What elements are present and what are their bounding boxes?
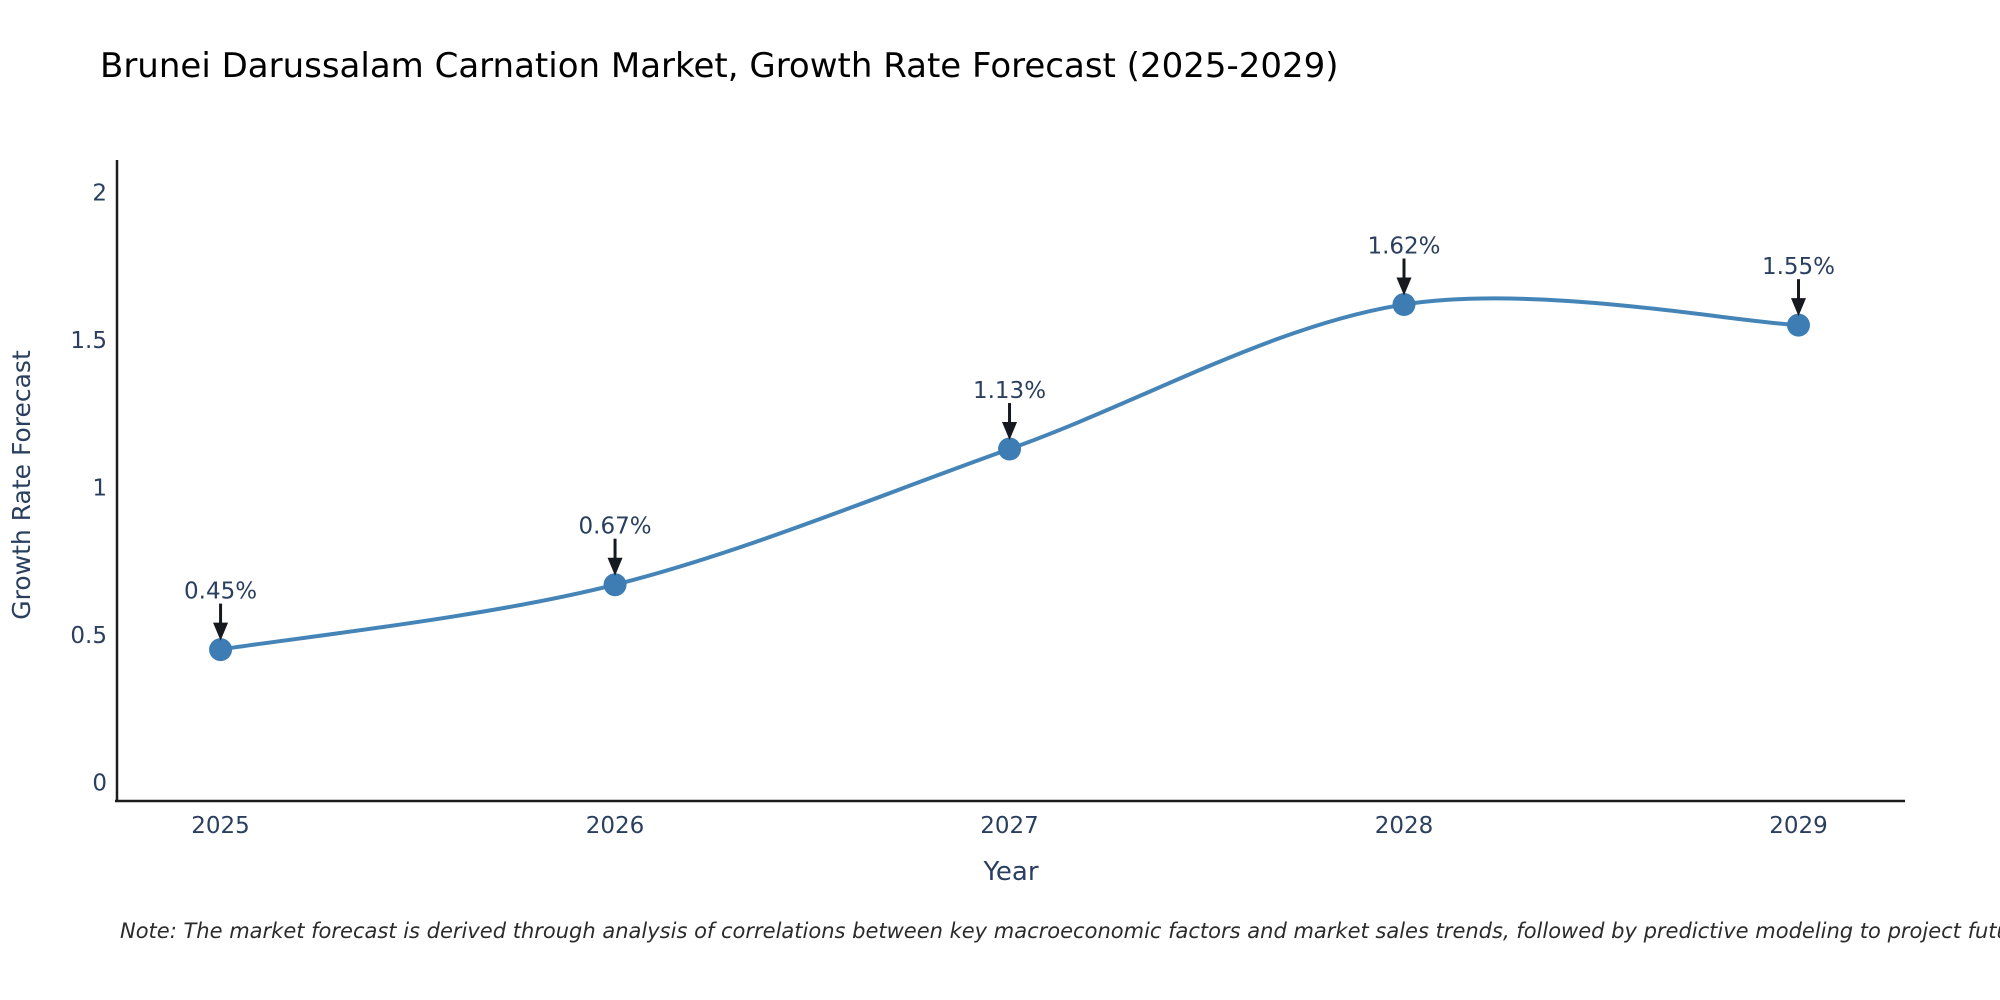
trace-line bbox=[218, 296, 1801, 652]
y-tick-label: 0.5 bbox=[70, 623, 107, 649]
x-tick-label: 2026 bbox=[586, 813, 645, 839]
data-point-label: 1.62% bbox=[1367, 234, 1440, 260]
data-point-label: 1.55% bbox=[1762, 254, 1835, 280]
data-point-label: 1.13% bbox=[973, 378, 1046, 404]
annotation-arrowhead-icon bbox=[1790, 298, 1806, 317]
footnote: Note: The market forecast is derived thr… bbox=[120, 919, 2000, 943]
annotation-arrowhead-icon bbox=[607, 557, 623, 576]
x-tick-label: 2025 bbox=[191, 813, 250, 839]
y-tick-label: 0 bbox=[92, 770, 107, 796]
y-tick-label: 1.5 bbox=[70, 328, 107, 354]
data-point-marker[interactable] bbox=[1786, 313, 1810, 337]
annotation-arrowhead-icon bbox=[1002, 422, 1018, 441]
data-point-label: 0.67% bbox=[579, 514, 652, 540]
x-axis-title: Year bbox=[982, 857, 1038, 887]
chart-title: Brunei Darussalam Carnation Market, Grow… bbox=[100, 46, 1339, 86]
x-tick-label: 2028 bbox=[1375, 813, 1434, 839]
y-tick-label: 2 bbox=[92, 180, 107, 206]
data-point-marker[interactable] bbox=[1392, 293, 1416, 317]
data-point-marker[interactable] bbox=[603, 573, 627, 597]
y-axis-title: Growth Rate Forecast bbox=[7, 350, 36, 620]
data-point-label: 0.45% bbox=[184, 579, 257, 605]
plot-area: 0 0.5 1 1.5 2 2025 2026 2027 2028 2029 0.45% 0.67% 1… bbox=[70, 180, 1835, 839]
y-tick-label: 1 bbox=[92, 475, 107, 501]
x-tick-label: 2029 bbox=[1769, 813, 1828, 839]
data-point-marker[interactable] bbox=[998, 437, 1022, 461]
annotation-arrowhead-icon bbox=[213, 622, 229, 641]
x-tick-label: 2027 bbox=[980, 813, 1039, 839]
annotation-arrowhead-icon bbox=[1396, 277, 1412, 296]
data-point-marker[interactable] bbox=[209, 638, 233, 662]
